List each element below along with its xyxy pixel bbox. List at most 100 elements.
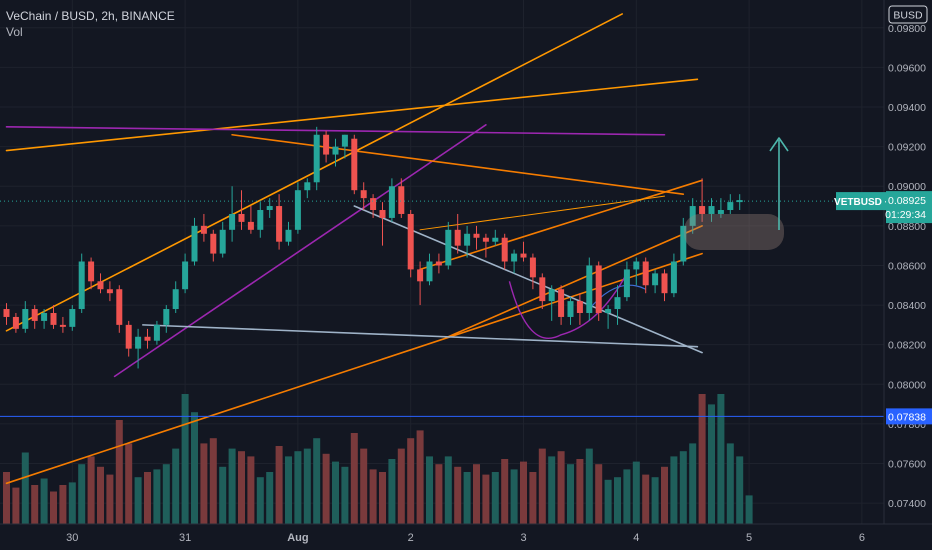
- volume-bar: [604, 479, 612, 524]
- candle-up: [78, 261, 85, 310]
- candle-down: [323, 134, 330, 155]
- hline-tag-box: [886, 408, 932, 425]
- chart-legend: VeChain / BUSD, 2h, BINANCE Vol: [6, 8, 175, 40]
- grid: [0, 0, 884, 524]
- candle-down: [12, 316, 19, 329]
- cup-curve[interactable]: [508, 273, 628, 340]
- volume-bar: [435, 464, 443, 524]
- candle-up: [623, 269, 630, 298]
- candle-down: [50, 312, 57, 325]
- projection-arrow-head[interactable]: [769, 137, 789, 152]
- annotations[interactable]: [0, 137, 884, 417]
- candle-down: [529, 257, 536, 278]
- candle-down: [276, 206, 283, 242]
- trendline-purple-rising[interactable]: [113, 124, 487, 378]
- candle-down: [351, 138, 358, 191]
- candle-up: [727, 202, 734, 211]
- volume-bar: [238, 451, 245, 524]
- trendline-purple-horizontal[interactable]: [5, 126, 666, 136]
- volume-bar: [538, 448, 546, 524]
- price-tick-label: 0.08800: [888, 221, 926, 233]
- price-tick-label: 0.08000: [888, 379, 926, 391]
- candle-up: [464, 233, 471, 246]
- volume-bar: [219, 466, 227, 524]
- trendline-dark-orange-long-support[interactable]: [5, 252, 703, 485]
- trendline-dark-orange-descending[interactable]: [231, 133, 685, 195]
- price-tick-label: 0.09000: [888, 181, 926, 193]
- candle-up: [182, 261, 189, 290]
- time-axis[interactable]: 30 31 Aug 2 3 4 5 6: [0, 523, 932, 550]
- candle-up: [652, 273, 659, 286]
- volume-bar: [106, 474, 114, 524]
- volume-bar: [294, 451, 302, 524]
- volume-bar: [125, 443, 133, 524]
- volume-bar: [491, 472, 499, 524]
- hline-tag-value: 0.07838: [888, 411, 926, 423]
- candle-down: [482, 237, 489, 242]
- volume-bar: [3, 472, 10, 524]
- volume-legend-label: Vol: [6, 25, 23, 39]
- price-axis[interactable]: 0.074000.076000.078000.080000.082000.084…: [834, 0, 932, 524]
- volume-bar: [454, 466, 462, 524]
- candle-down: [642, 261, 649, 286]
- time-tick-label: 4: [633, 532, 639, 544]
- volume-bar: [285, 456, 292, 524]
- candle-up: [229, 213, 236, 230]
- trendline-orange-thin-flat[interactable]: [419, 195, 665, 231]
- volume-bar: [689, 443, 697, 524]
- currency-badge-box[interactable]: [888, 5, 928, 24]
- volume-bar: [595, 464, 603, 524]
- candle-down: [116, 289, 123, 325]
- candle-up: [605, 309, 612, 313]
- price-tick-label: 0.07600: [888, 459, 926, 471]
- trendline-light-blue-baseline[interactable]: [142, 324, 699, 348]
- price-tag-box: [886, 191, 932, 224]
- volume-bar: [50, 491, 57, 524]
- volume-bar: [708, 404, 715, 524]
- volume-bar: [520, 461, 527, 524]
- volume-bar: [369, 469, 377, 524]
- volume-bar: [275, 446, 283, 524]
- candle-up: [614, 297, 621, 310]
- candle-down: [210, 233, 217, 254]
- price-tick-label: 0.09200: [888, 142, 926, 154]
- candle-up: [567, 301, 574, 317]
- time-tick-label: 5: [746, 532, 752, 544]
- currency-badge[interactable]: BUSD: [893, 10, 923, 22]
- trendline-orange-long-upper[interactable]: [5, 78, 699, 152]
- candle-down: [661, 273, 668, 294]
- volume-bar: [463, 472, 471, 524]
- candle-down: [417, 269, 424, 282]
- volume-bar: [162, 464, 170, 524]
- candle-up: [135, 336, 142, 349]
- volume-bar: [651, 477, 659, 524]
- volume-bar: [12, 487, 20, 524]
- candle-up: [285, 229, 292, 242]
- volume-bar: [172, 448, 180, 524]
- volume-bar: [717, 394, 725, 524]
- candles: [3, 126, 743, 369]
- candle-up: [41, 312, 48, 321]
- volume-bar: [567, 464, 574, 524]
- trendline-dark-orange-channel-bottom[interactable]: [447, 225, 703, 338]
- volume-bar: [679, 451, 687, 524]
- volume-bar: [670, 456, 678, 524]
- candle-down: [699, 206, 706, 214]
- candle-up: [163, 309, 170, 325]
- price-tag-countdown: 01:29:34: [885, 209, 926, 221]
- volume-bar: [614, 477, 621, 524]
- candle-down: [407, 213, 414, 270]
- highlight-zone[interactable]: [684, 214, 784, 250]
- candle-down: [360, 190, 367, 199]
- candle-down: [520, 253, 527, 258]
- price-axis-bg: [884, 0, 932, 524]
- volume-bar: [87, 456, 95, 524]
- volume-bar: [745, 495, 753, 524]
- volume-bar: [78, 464, 86, 524]
- symbol-title: VeChain / BUSD, 2h, BINANCE: [6, 9, 175, 23]
- volume-bar: [153, 469, 161, 524]
- time-tick-label: Aug: [287, 532, 308, 544]
- volume-bar: [191, 412, 198, 524]
